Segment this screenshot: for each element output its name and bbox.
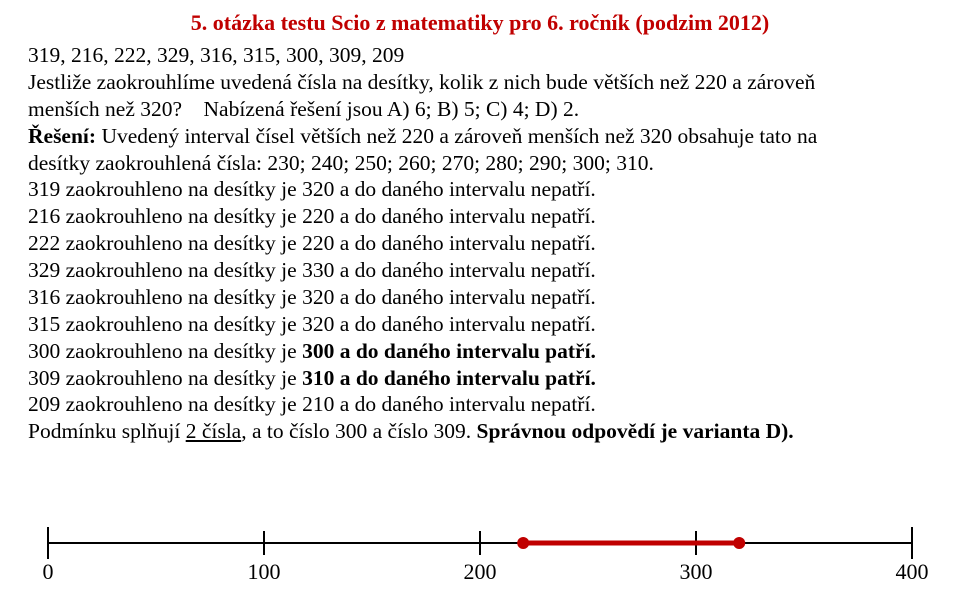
rounding-pre: 209 zaokrouhleno na desítky je bbox=[28, 392, 302, 416]
rounding-result: 310 a do daného intervalu patří. bbox=[302, 366, 596, 390]
number-line: 0 100 200 300 400 bbox=[28, 519, 932, 583]
conclusion-2: Správnou odpovědí je varianta D). bbox=[477, 419, 794, 443]
rounding-result: 320 a do daného intervalu nepatří. bbox=[302, 177, 596, 201]
question-numbers: 319, 216, 222, 329, 316, 315, 300, 309, … bbox=[28, 42, 932, 69]
rounding-pre: 300 zaokrouhleno na desítky je bbox=[28, 339, 302, 363]
conclusion-1a: Podmínku splňují bbox=[28, 419, 180, 443]
question-stem-1: Jestliže zaokrouhlíme uvedená čísla na d… bbox=[28, 69, 932, 96]
rounding-result: 320 a do daného intervalu nepatří. bbox=[302, 285, 596, 309]
solution-intro-1: Řešení: Uvedený interval čísel větších n… bbox=[28, 123, 932, 150]
solution-intro-1-text: Uvedený interval čísel větších než 220 a… bbox=[101, 124, 817, 148]
rounding-pre: 309 zaokrouhleno na desítky je bbox=[28, 366, 302, 390]
rounding-result: 330 a do daného intervalu nepatří. bbox=[302, 258, 596, 282]
rounding-result: 220 a do daného intervalu nepatří. bbox=[302, 231, 596, 255]
number-line-label: 0 bbox=[42, 559, 53, 585]
number-line-label: 200 bbox=[464, 559, 497, 585]
rounding-pre: 315 zaokrouhleno na desítky je bbox=[28, 312, 302, 336]
rounding-line: 316 zaokrouhleno na desítky je 320 a do … bbox=[28, 284, 932, 311]
conclusion: Podmínku splňují 2 čísla, a to číslo 300… bbox=[28, 418, 932, 445]
number-line-label: 100 bbox=[248, 559, 281, 585]
rounding-line: 319 zaokrouhleno na desítky je 320 a do … bbox=[28, 176, 932, 203]
solution-intro-2a: desítky zaokrouhlená čísla: bbox=[28, 151, 262, 175]
rounding-pre: 319 zaokrouhleno na desítky je bbox=[28, 177, 302, 201]
page: 5. otázka testu Scio z matematiky pro 6.… bbox=[0, 0, 960, 591]
rounding-line: 309 zaokrouhleno na desítky je 310 a do … bbox=[28, 365, 932, 392]
rounding-lines: 319 zaokrouhleno na desítky je 320 a do … bbox=[28, 176, 932, 418]
question-stem-2: menších než 320? Nabízená řešení jsou A)… bbox=[28, 96, 932, 123]
solution-intro-2: desítky zaokrouhlená čísla: 230; 240; 25… bbox=[28, 150, 932, 177]
conclusion-1c: , a to číslo 300 a číslo 309. bbox=[241, 419, 471, 443]
rounding-pre: 316 zaokrouhleno na desítky je bbox=[28, 285, 302, 309]
rounding-line: 329 zaokrouhleno na desítky je 330 a do … bbox=[28, 257, 932, 284]
rounding-result: 320 a do daného intervalu nepatří. bbox=[302, 312, 596, 336]
rounding-pre: 216 zaokrouhleno na desítky je bbox=[28, 204, 302, 228]
rounding-line: 315 zaokrouhleno na desítky je 320 a do … bbox=[28, 311, 932, 338]
rounding-line: 222 zaokrouhleno na desítky je 220 a do … bbox=[28, 230, 932, 257]
rounding-pre: 329 zaokrouhleno na desítky je bbox=[28, 258, 302, 282]
rounding-result: 220 a do daného intervalu nepatří. bbox=[302, 204, 596, 228]
rounding-line: 216 zaokrouhleno na desítky je 220 a do … bbox=[28, 203, 932, 230]
rounding-result: 300 a do daného intervalu patří. bbox=[302, 339, 596, 363]
question-stem-2a: menších než 320? bbox=[28, 97, 182, 121]
solution-intro-2b: 230; 240; 250; 260; 270; 280; 290; 300; … bbox=[267, 151, 653, 175]
rounding-result: 210 a do daného intervalu nepatří. bbox=[302, 392, 596, 416]
rounding-pre: 222 zaokrouhleno na desítky je bbox=[28, 231, 302, 255]
number-line-label: 300 bbox=[680, 559, 713, 585]
question-stem-2b: Nabízená řešení jsou A) 6; B) 5; C) 4; D… bbox=[204, 97, 580, 121]
number-line-label: 400 bbox=[896, 559, 929, 585]
page-title: 5. otázka testu Scio z matematiky pro 6.… bbox=[28, 10, 932, 36]
rounding-line: 209 zaokrouhleno na desítky je 210 a do … bbox=[28, 391, 932, 418]
solution-label: Řešení: bbox=[28, 124, 96, 148]
rounding-line: 300 zaokrouhleno na desítky je 300 a do … bbox=[28, 338, 932, 365]
conclusion-1b: 2 čísla bbox=[186, 419, 242, 443]
